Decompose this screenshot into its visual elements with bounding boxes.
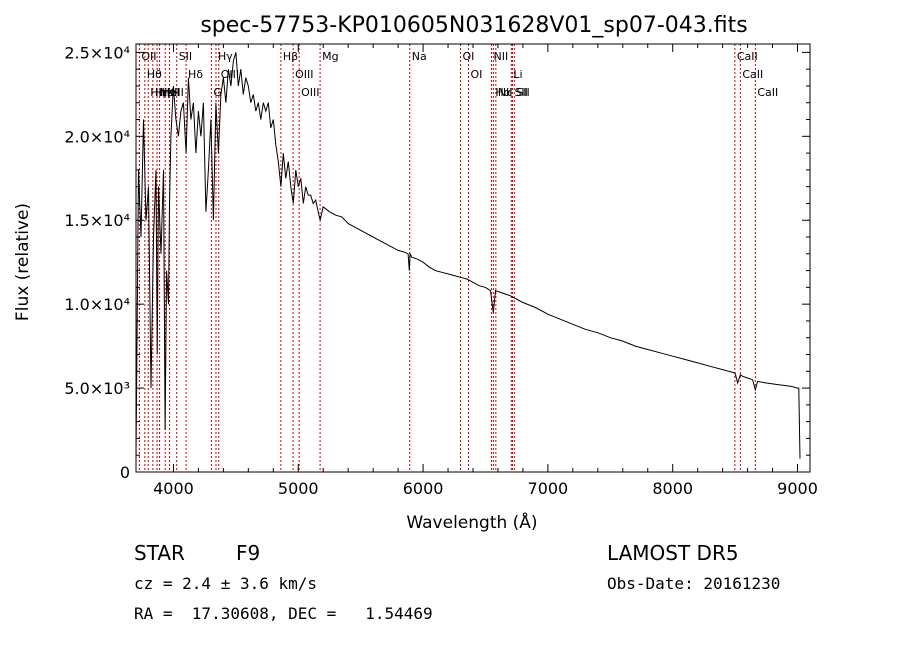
line-marker-label: Hβ xyxy=(283,50,298,63)
x-axis-label: Wavelength (Å) xyxy=(406,511,537,533)
line-marker-label: Li xyxy=(513,68,522,81)
line-marker-label: Hη xyxy=(150,86,165,99)
y-tick-label: 1.0×10⁴ xyxy=(64,295,130,314)
line-marker-label: SII xyxy=(514,86,527,99)
line-marker-label: H xyxy=(172,86,180,99)
line-marker-label: Mg xyxy=(322,50,338,63)
line-marker-label: CaII xyxy=(737,50,758,63)
coordinates: RA = 17.30608, DEC = 1.54469 xyxy=(134,604,433,623)
x-tick-label: 4000 xyxy=(153,479,194,498)
line-marker-label: HeI xyxy=(162,86,180,99)
spectrum-line xyxy=(135,52,801,459)
y-tick-label: 2.0×10⁴ xyxy=(64,127,130,146)
x-tick-label: 8000 xyxy=(652,479,693,498)
y-tick-label: 1.5×10⁴ xyxy=(64,211,130,230)
y-axis-ticks: 0 5.0×10³ 1.0×10⁴ 1.5×10⁴ 2.0×10⁴ 2.5×10⁴ xyxy=(64,43,810,482)
x-tick-label: 5000 xyxy=(278,479,319,498)
y-tick-label: 5.0×10³ xyxy=(64,379,130,398)
object-subclass: F9 xyxy=(236,541,261,565)
y-tick-label: 2.5×10⁴ xyxy=(64,43,130,62)
plot-frame xyxy=(135,43,811,473)
obs-date: Obs-Date: 20161230 xyxy=(607,574,781,593)
emission-line-markers xyxy=(138,44,756,472)
x-axis-ticks: 4000 5000 6000 7000 8000 9000 xyxy=(153,44,818,498)
x-tick-label: 6000 xyxy=(403,479,444,498)
line-marker-label: OIII xyxy=(301,86,319,99)
line-marker-label: CaII xyxy=(757,86,778,99)
line-marker-label: Hθ xyxy=(147,68,162,81)
line-marker-label: Hδ xyxy=(188,68,203,81)
line-marker-label: NeIII xyxy=(159,86,184,99)
x-tick-label: 7000 xyxy=(528,479,569,498)
line-marker-label: NII xyxy=(493,50,508,63)
chart-title: spec-57753-KP010605N031628V01_sp07-043.f… xyxy=(200,13,747,38)
line-marker-label: OI xyxy=(471,68,483,81)
y-axis-label: Flux (relative) xyxy=(13,203,33,321)
line-marker-label: Hγ xyxy=(218,50,233,63)
line-marker-label: CaII xyxy=(742,68,763,81)
line-marker-label: OIII xyxy=(295,68,313,81)
line-marker-label: G xyxy=(213,86,222,99)
x-tick-label: 9000 xyxy=(777,479,818,498)
object-class: STAR xyxy=(134,541,185,565)
survey-name: LAMOST DR5 xyxy=(607,541,739,565)
line-marker-label: OII xyxy=(141,50,156,63)
y-tick-label: 0 xyxy=(120,463,130,482)
line-marker-label: SII xyxy=(179,50,192,63)
redshift-text: cz = 2.4 ± 3.6 km/s xyxy=(134,574,318,593)
line-marker-label: SII xyxy=(516,86,529,99)
line-marker-label: NII xyxy=(498,86,513,99)
line-marker-label: K xyxy=(167,86,175,99)
line-marker-label: Na xyxy=(412,50,427,63)
line-marker-label: OI xyxy=(463,50,475,63)
line-marker-label: Hη xyxy=(155,86,170,99)
line-marker-label: Hα xyxy=(495,86,511,99)
line-marker-label: OIII xyxy=(221,68,239,81)
